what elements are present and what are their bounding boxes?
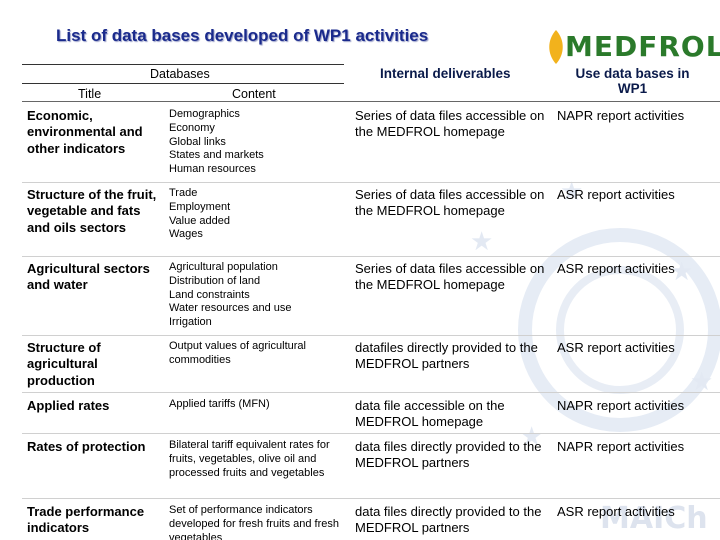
header-title: Title	[78, 87, 102, 101]
row-title: Applied rates	[27, 398, 110, 413]
row-content: Applied tariffs (MFN)	[169, 398, 270, 410]
content-item: Employment	[169, 200, 231, 213]
row-deliverable: Series of data files accessible on the M…	[355, 261, 545, 293]
row-use: ASR report activities	[557, 504, 675, 519]
content-item: Global links	[169, 135, 226, 148]
content-item: Trade	[169, 187, 198, 199]
row-content: Trade Employment Value added Wages	[169, 187, 339, 242]
content-item: Value added	[169, 214, 230, 227]
row-title: Economic, environmental and other indica…	[27, 108, 143, 156]
row-title: Trade performance indicators	[27, 504, 145, 536]
row-divider	[22, 335, 720, 336]
row-divider	[22, 182, 720, 183]
row-use: ASR report activities	[557, 187, 675, 202]
content-item: Demographics	[169, 108, 240, 120]
row-title: Agricultural sectors and water	[27, 261, 150, 293]
row-content: Set of performance indicators developed …	[169, 504, 339, 540]
header-databases: Databases	[150, 67, 210, 81]
row-divider	[22, 256, 720, 257]
row-title: Structure of agricultural production	[27, 340, 101, 388]
content-item: Economy	[169, 121, 215, 134]
row-content: Output values of agricultural commoditie…	[169, 340, 306, 366]
row-use: NAPR report activities	[557, 398, 685, 413]
content-item: Water resources and use	[169, 302, 292, 315]
content-item: Wages	[169, 228, 203, 241]
row-use: NAPR report activities	[557, 439, 685, 454]
row-deliverable: Series of data files accessible on the M…	[355, 108, 545, 140]
content-item: States and markets	[169, 149, 264, 162]
header-rule	[22, 64, 344, 65]
row-deliverable: datafiles directly provided to the MEDFR…	[355, 340, 538, 372]
medfrol-logo: MEDFROL	[565, 30, 720, 63]
row-title: Structure of the fruit, vegetable and fa…	[27, 187, 157, 235]
header-bottom-rule	[22, 101, 720, 102]
content-item: Irrigation	[169, 316, 212, 328]
header-subrule	[22, 83, 344, 84]
header-content: Content	[232, 87, 276, 101]
content-item: Human resources	[169, 163, 256, 175]
row-content: Agricultural population Distribution of …	[169, 261, 339, 330]
content-item: Land constraints	[169, 288, 250, 301]
row-use: ASR report activities	[557, 261, 675, 276]
row-divider	[22, 433, 720, 434]
row-deliverable: Series of data files accessible on the M…	[355, 187, 545, 219]
row-use: NAPR report activities	[557, 108, 685, 123]
logo-leaf-icon	[549, 30, 563, 64]
svg-text:★: ★	[470, 227, 493, 257]
row-deliverable: data files directly provided to the MEDF…	[355, 504, 542, 536]
row-deliverable: data file accessible on the MEDFROL home…	[355, 398, 505, 430]
row-content: Bilateral tariff equivalent rates for fr…	[169, 439, 330, 479]
header-use-data-bases: Use data bases in WP1	[575, 66, 690, 96]
page-title: List of data bases developed of WP1 acti…	[56, 26, 429, 45]
content-item: Agricultural population	[169, 261, 278, 273]
row-divider	[22, 392, 720, 393]
row-use: ASR report activities	[557, 340, 675, 355]
row-content: Demographics Economy Global links States…	[169, 108, 339, 177]
row-divider	[22, 498, 720, 499]
row-deliverable: data files directly provided to the MEDF…	[355, 439, 542, 471]
header-internal-deliverables: Internal deliverables	[380, 66, 511, 81]
row-title: Rates of protection	[27, 439, 146, 454]
content-item: Distribution of land	[169, 274, 261, 287]
